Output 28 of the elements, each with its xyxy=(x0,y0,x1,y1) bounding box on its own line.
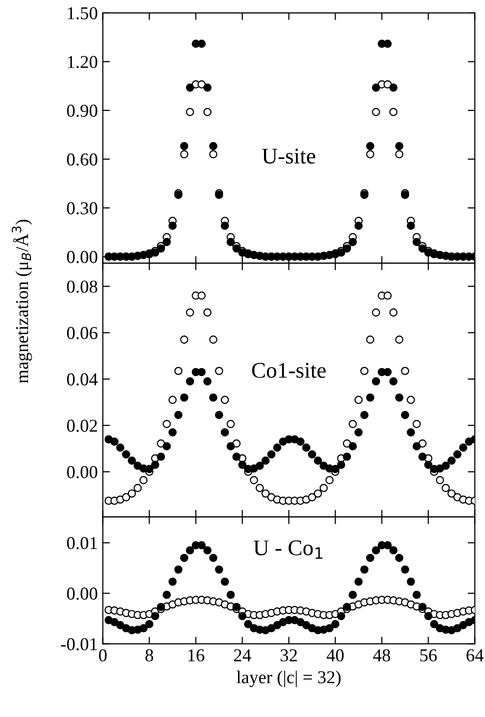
y-tick-label: 0.90 xyxy=(67,104,98,117)
y-axis-title: magnetization (μ$_{B}$/Å$^{3}$) xyxy=(12,220,32,384)
x-tick-label: 48 xyxy=(373,649,390,662)
annotation: U-site xyxy=(262,148,316,164)
x-tick-label: 56 xyxy=(420,649,437,662)
annotation: U - Co$_{1}$ xyxy=(254,540,322,559)
y-tick-label: 0.02 xyxy=(67,420,97,432)
y-tick-label: 0.04 xyxy=(67,373,98,386)
y-tick-label: 0.30 xyxy=(67,202,98,214)
y-tick-label: 1.20 xyxy=(68,56,98,68)
x-tick-label: 40 xyxy=(326,649,344,662)
x-tick-label: 32 xyxy=(280,649,297,662)
y-tick-label: 0.00 xyxy=(67,466,98,478)
y-tick-label: 0.06 xyxy=(67,326,98,340)
x-tick-label: 16 xyxy=(188,649,204,662)
y-tick-label: 0.01 xyxy=(67,537,97,550)
x-tick-label: 64 xyxy=(466,649,484,662)
annotation: Co1-site xyxy=(252,362,326,378)
y-tick-label: 0.60 xyxy=(67,153,98,166)
y-tick-label: 0.00 xyxy=(67,250,98,264)
x-tick-label: 8 xyxy=(145,649,154,662)
x-tick-label: 24 xyxy=(234,649,252,662)
y-tick-label: -0.01 xyxy=(61,638,97,650)
x-axis-title: layer (|c| = 32) xyxy=(236,670,341,688)
y-tick-label: 1.50 xyxy=(68,7,98,20)
x-tick-label: 0 xyxy=(98,649,107,662)
y-tick-label: 0.00 xyxy=(67,588,98,600)
y-tick-label: 0.08 xyxy=(67,280,98,293)
